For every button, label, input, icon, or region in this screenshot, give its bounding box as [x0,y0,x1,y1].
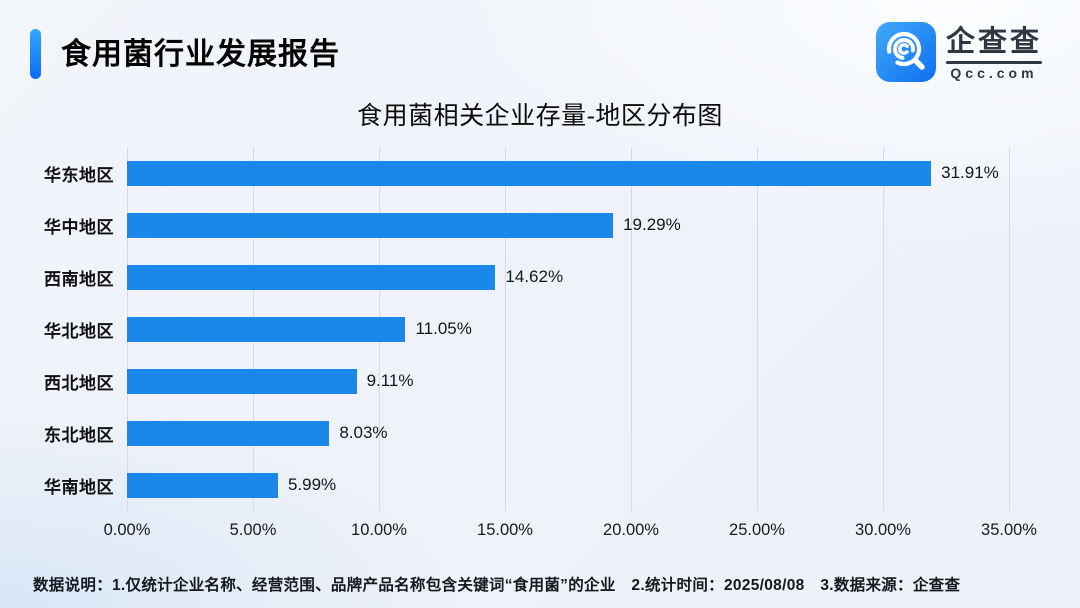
value-label: 9.11% [366,371,414,390]
gridline [631,147,632,511]
bar-row: 华南地区 5.99% [44,459,1009,511]
value-label: 8.03% [339,423,388,442]
logo-brand-name: 企查查 [945,26,1042,59]
value-label: 5.99% [287,475,337,494]
x-tick-label: 0.00% [103,521,151,539]
value-label: 19.29% [623,215,681,234]
x-tick-label: 5.00% [229,521,277,539]
bar [127,316,406,342]
gridline [1009,147,1010,511]
bar [127,368,357,394]
qcc-logo: 企查查 Qcc.com [875,21,1042,88]
bar [127,420,330,446]
category-label: 西北地区 [44,373,114,393]
plot-area: 华东地区 31.91% 华中地区 19.29% 西南地区 14.62% 华北地区 11.05%… [44,147,1010,511]
category-label: 华北地区 [44,321,114,341]
value-label: 31.91% [941,163,999,182]
bar [127,160,932,186]
bar [127,472,278,498]
category-label: 华南地区 [44,477,114,497]
report-header: 食用菌行业发展报告 [0,0,1080,86]
value-label: 14.62% [505,267,564,286]
category-label: 华东地区 [44,165,114,185]
category-label: 华中地区 [44,217,114,237]
logo-divider [945,60,1042,64]
category-label: 东北地区 [44,425,114,445]
bar-row: 西南地区 14.62% [44,251,1009,303]
report-title: 食用菌行业发展报告 [61,37,340,71]
bar-row: 东北地区 8.03% [44,407,1009,459]
gridline [883,147,884,511]
gridline [505,147,506,511]
bar-row: 西北地区 9.11% [44,355,1009,407]
qcc-magnifier-icon [875,21,937,88]
logo-text: 企查查 Qcc.com [945,26,1042,81]
x-tick-label: 25.00% [729,521,785,539]
x-tick-label: 15.00% [477,521,533,539]
chart-title: 食用菌相关企业存量-地区分布图 [357,102,723,130]
x-tick-label: 35.00% [981,521,1037,539]
header-title-group: 食用菌行业发展报告 [30,29,340,79]
category-label: 西南地区 [44,269,114,289]
x-tick-label: 30.00% [855,521,911,539]
logo-domain: Qcc.com [950,64,1038,81]
header-accent-bar [30,29,41,79]
bar-row: 华北地区 11.05% [44,303,1009,355]
bar [127,264,496,290]
footnote: 数据说明：1.仅统计企业名称、经营范围、品牌产品名称包含关键词“食用菌”的企业 … [33,577,961,594]
x-tick-label: 20.00% [603,521,659,539]
x-axis: 0.00% 5.00% 10.00% 15.00% 20.00% 25.00% 30.00%… [104,519,1037,543]
x-tick-label: 10.00% [351,521,407,539]
value-label: 11.05% [415,319,472,338]
bar-row: 华中地区 19.29% [44,199,1009,251]
gridline [757,147,758,511]
bar [127,212,614,238]
bar-row: 华东地区 31.91% [44,147,1009,199]
